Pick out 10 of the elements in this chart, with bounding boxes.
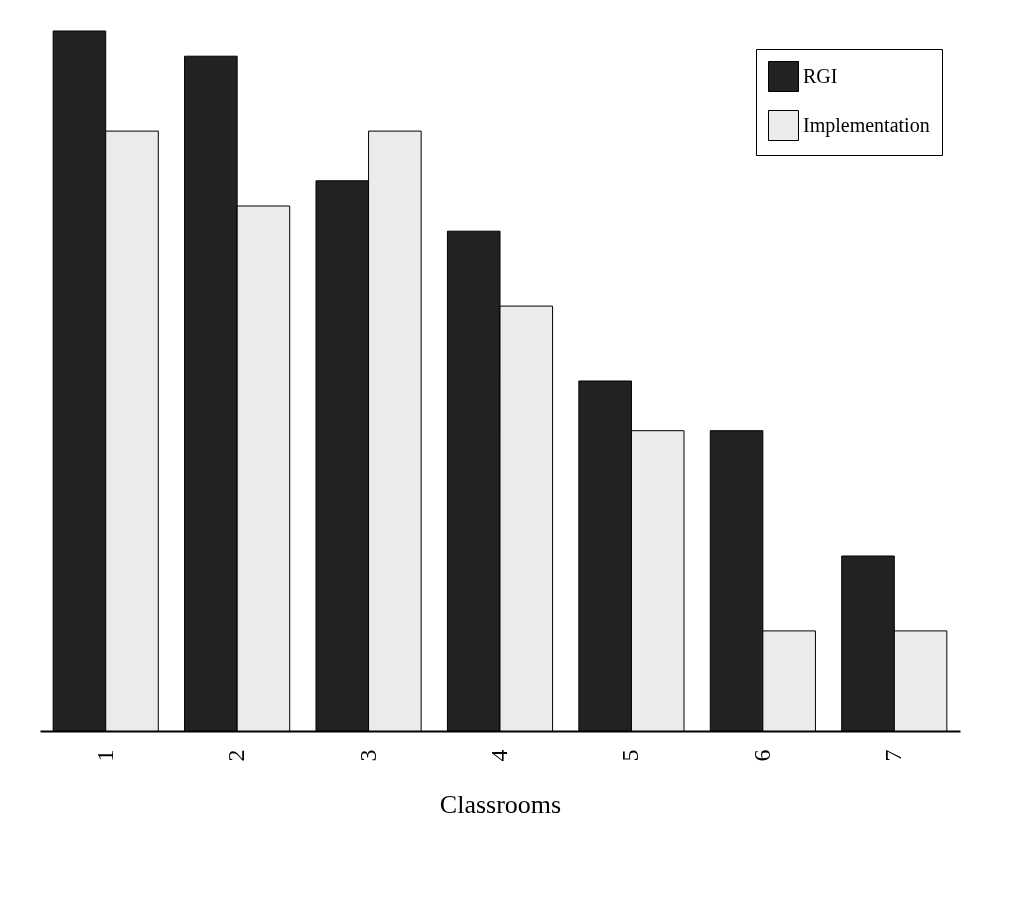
x-tick-label: 1 xyxy=(91,749,118,762)
x-tick-label: 2 xyxy=(223,749,250,762)
x-tick-label: 7 xyxy=(880,749,907,762)
x-tick-label: 4 xyxy=(486,749,512,762)
x-tick-label: 6 xyxy=(748,749,775,762)
legend-label: Implementation xyxy=(803,113,930,137)
x-axis-title: Classrooms xyxy=(439,789,562,819)
x-tick-label: 3 xyxy=(354,749,381,762)
legend-label: RGI xyxy=(803,64,838,87)
x-tick-label: 5 xyxy=(617,749,644,762)
